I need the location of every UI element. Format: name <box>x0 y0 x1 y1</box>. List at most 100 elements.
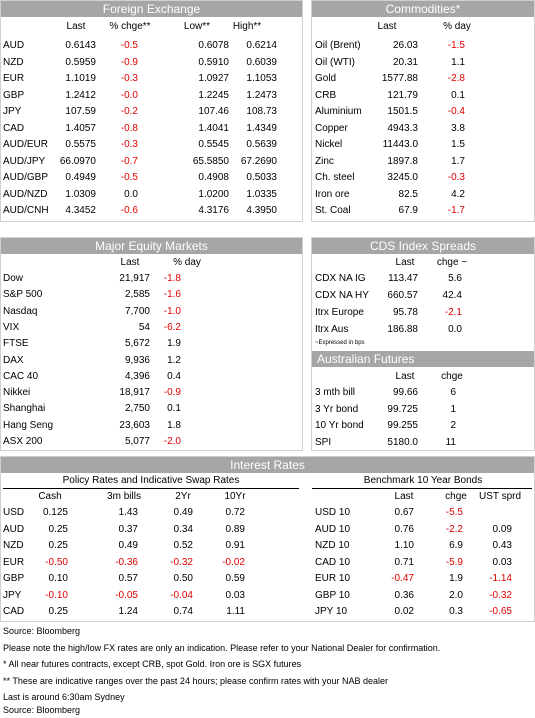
cell-value: -0.8 <box>120 122 138 134</box>
cell-value: 1.0927 <box>198 73 229 84</box>
cell-value: 1.0200 <box>198 188 229 200</box>
cell-value: 0.89 <box>225 523 245 535</box>
cell-value: -1.6 <box>163 289 181 301</box>
column-header: chge ~ <box>436 257 468 268</box>
row-label: NZD <box>3 56 24 68</box>
row-label: Shanghai <box>3 403 46 415</box>
cell-value: 0.52 <box>173 540 193 551</box>
cell-value: -0.36 <box>115 556 138 568</box>
row-label: AUD/EUR <box>3 139 49 150</box>
cell-value: 1.10 <box>394 540 414 551</box>
row-label: JPY <box>3 589 22 601</box>
cell-value: -6.2 <box>163 321 181 333</box>
cell-value: 67.9 <box>398 205 418 216</box>
cell-value: 1 <box>450 403 456 415</box>
sub-title: Policy Rates and Indicative Swap Rates <box>62 475 240 486</box>
cell-value: 4.3452 <box>65 205 96 216</box>
cell-value: 0.1 <box>167 403 181 415</box>
row-label: EUR <box>3 556 25 568</box>
column-header: High** <box>232 21 262 32</box>
cell-value: -0.5 <box>120 40 138 51</box>
row-label: USD <box>3 507 25 518</box>
cell-value: 99.66 <box>392 387 418 398</box>
row-label: St. Coal <box>315 205 351 216</box>
cell-value: -0.6 <box>120 205 138 216</box>
cell-value: 67.2690 <box>240 155 277 167</box>
cell-value: -0.02 <box>222 556 245 568</box>
cell-value: 3.8 <box>451 122 465 134</box>
cell-value: -1.5 <box>447 40 465 51</box>
cell-value: 1.0335 <box>246 188 277 200</box>
row-label: AUD 10 <box>315 523 351 535</box>
cell-value: 0.59 <box>225 573 245 584</box>
column-header: 2Yr <box>175 491 191 502</box>
cell-value: 1.5 <box>451 139 465 150</box>
row-label: Itrx Aus <box>315 324 349 335</box>
footer-note: ** These are indicative ranges over the … <box>3 676 389 686</box>
cell-value: 7,700 <box>124 305 150 317</box>
cell-value: -0.10 <box>45 589 68 601</box>
cell-value: -0.32 <box>170 556 193 568</box>
cell-value: 0.4 <box>167 370 181 382</box>
row-label: CAD <box>3 122 25 134</box>
cell-value: 0.6039 <box>246 56 277 68</box>
cell-value: 1.0309 <box>65 188 96 200</box>
row-label: Dow <box>3 273 24 284</box>
cell-value: 4943.3 <box>387 122 418 134</box>
cell-value: 0.6078 <box>198 40 229 51</box>
cell-value: 107.46 <box>198 106 229 117</box>
cell-value: 1.1 <box>451 56 465 68</box>
row-label: CDX NA IG <box>315 273 366 284</box>
section-title: Commodities* <box>312 1 534 17</box>
row-label: 3 Yr bond <box>315 403 359 415</box>
column-header: chge <box>445 491 467 502</box>
cell-value: 0.43 <box>492 540 512 551</box>
footer-note: * All near futures contracts, except CRB… <box>3 659 302 669</box>
cell-value: 21,917 <box>119 273 150 284</box>
row-label: Copper <box>315 122 348 134</box>
row-label: Nickel <box>315 139 343 150</box>
cell-value: -0.3 <box>120 139 138 150</box>
row-label: NZD 10 <box>315 540 350 551</box>
row-label: 10 Yr bond <box>315 420 364 431</box>
column-header: Last <box>395 371 415 382</box>
row-label: USD 10 <box>315 507 351 518</box>
cell-value: 1.7 <box>451 155 465 167</box>
row-label: CRB <box>315 89 337 101</box>
cell-value: 0.1 <box>451 89 465 101</box>
cell-value: -0.32 <box>489 589 512 601</box>
cell-value: 0.6214 <box>246 40 277 51</box>
cell-value: 4,396 <box>124 370 150 382</box>
cell-value: 5180.0 <box>387 436 418 448</box>
cell-value: 18,917 <box>119 387 150 399</box>
row-label: Nikkei <box>3 387 31 399</box>
cell-value: 0.36 <box>394 589 414 601</box>
row-label: EUR <box>3 73 25 84</box>
cell-value: 2.0 <box>449 589 463 601</box>
cell-value: 1.43 <box>118 507 138 518</box>
cell-value: -0.50 <box>45 556 68 568</box>
cell-value: 0.57 <box>118 573 138 584</box>
cell-value: 0.5575 <box>65 139 96 150</box>
column-header: chge <box>441 371 463 382</box>
cell-value: 1.2473 <box>246 89 277 101</box>
cell-value: -0.65 <box>489 606 512 617</box>
row-label: CAD 10 <box>315 556 351 568</box>
cell-value: 6 <box>450 387 456 398</box>
column-header: Low** <box>183 21 211 32</box>
cell-value: 0.5545 <box>198 139 229 150</box>
row-label: JPY <box>3 106 22 117</box>
cell-value: -0.4 <box>447 106 465 117</box>
cell-value: -0.7 <box>120 155 138 167</box>
cell-value: 4.3176 <box>198 205 229 216</box>
cell-value: 0.37 <box>118 523 138 535</box>
cell-value: 0.0 <box>124 188 138 200</box>
cell-value: 0.5639 <box>246 139 277 150</box>
cell-value: 1.2245 <box>198 89 229 101</box>
section-title: Interest Rates <box>1 457 534 473</box>
section-title: Major Equity Markets <box>1 238 302 254</box>
cell-value: -0.2 <box>120 106 138 117</box>
cell-value: 5,672 <box>124 338 150 350</box>
cell-value: 0.09 <box>492 523 512 535</box>
cell-value: 2,750 <box>124 403 150 415</box>
